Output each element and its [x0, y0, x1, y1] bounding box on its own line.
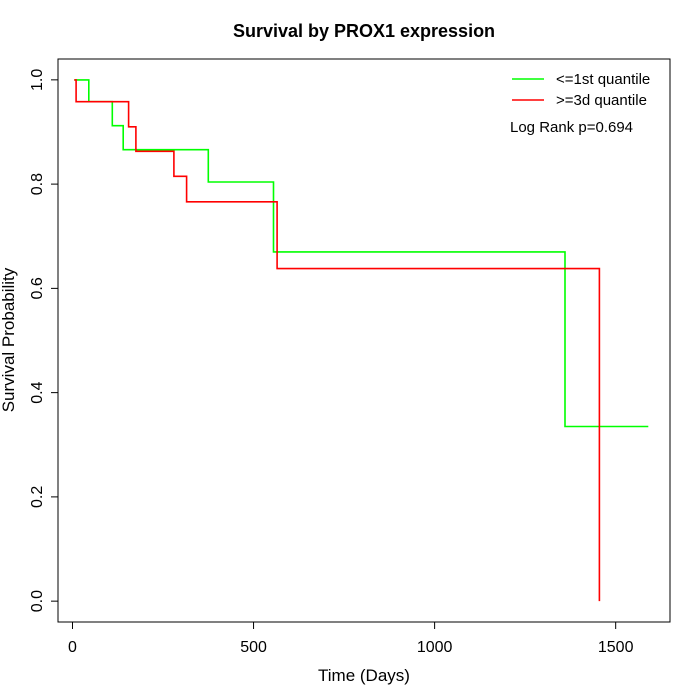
chart-title: Survival by PROX1 expression — [233, 21, 495, 41]
y-tick-label: 1.0 — [29, 69, 46, 91]
series-line-2 — [74, 79, 601, 602]
legend: <=1st quantile >=3d quantile — [512, 71, 650, 109]
y-tick-label: 0.2 — [29, 486, 46, 508]
legend-label: <=1st quantile — [556, 71, 650, 88]
y-tick-label: 0.0 — [29, 590, 46, 612]
y-tick-label: 0.4 — [29, 381, 46, 403]
y-axis-label: Survival Probability — [0, 267, 18, 412]
x-tick-label: 500 — [240, 639, 267, 656]
x-tick-label: 1000 — [417, 639, 453, 656]
x-tick-label: 1500 — [598, 639, 634, 656]
y-axis: 0.0 0.2 0.4 0.6 0.8 1.0 — [29, 69, 59, 612]
log-rank-annotation: Log Rank p=0.694 — [510, 119, 633, 136]
x-tick-label: 0 — [68, 639, 77, 656]
y-tick-label: 0.8 — [29, 173, 46, 195]
legend-label: >=3d quantile — [556, 92, 647, 109]
x-axis: 0 500 1000 1500 — [68, 621, 634, 656]
y-tick-label: 0.6 — [29, 277, 46, 299]
series-layer — [74, 79, 649, 602]
x-axis-label: Time (Days) — [318, 666, 410, 685]
plot-frame — [57, 58, 671, 623]
